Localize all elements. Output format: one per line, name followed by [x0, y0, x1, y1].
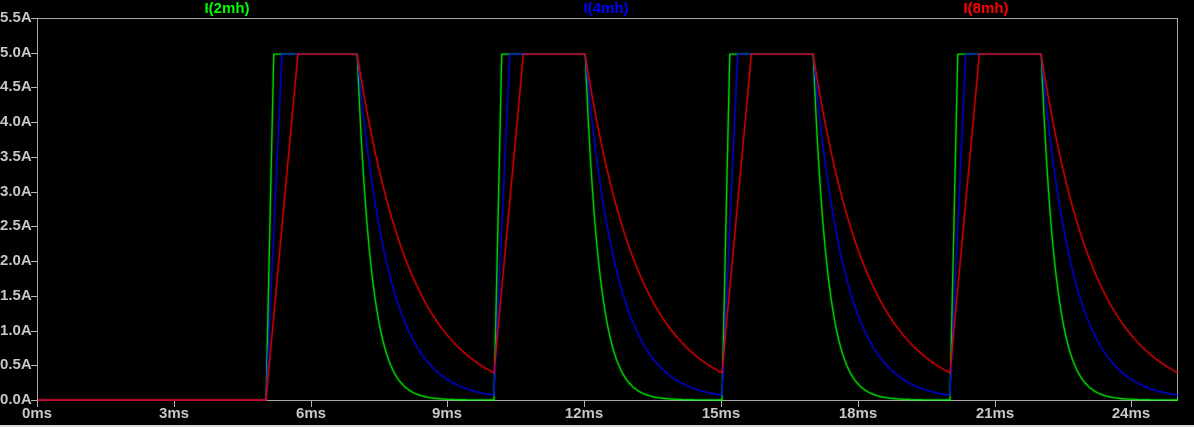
y-axis-tick [31, 331, 37, 332]
x-axis-label: 3ms [158, 405, 190, 422]
y-axis-tick [31, 296, 37, 297]
y-axis-tick [31, 122, 37, 123]
y-axis-label: 2.0A [0, 252, 32, 269]
y-axis-label: 3.5A [0, 148, 32, 165]
x-axis-label: 9ms [431, 405, 463, 422]
x-axis-label: 15ms [701, 405, 741, 422]
x-axis-tick [37, 401, 38, 407]
x-axis-label: 0ms [21, 405, 53, 422]
y-axis-label: 0.5A [0, 356, 32, 373]
x-axis-label: 6ms [295, 405, 327, 422]
y-axis-tick [31, 192, 37, 193]
y-axis-label: 1.5A [0, 287, 32, 304]
y-axis-tick [31, 226, 37, 227]
y-axis-label: 3.0A [0, 183, 32, 200]
x-axis-tick [584, 401, 585, 407]
y-axis-label: 1.0A [0, 322, 32, 339]
y-axis-label: 2.5A [0, 217, 32, 234]
x-axis-tick [721, 401, 722, 407]
y-axis-label: 4.5A [0, 78, 32, 95]
y-axis-label: 0.0A [0, 391, 32, 408]
y-axis-tick [31, 365, 37, 366]
x-axis-label: 12ms [564, 405, 604, 422]
x-axis-tick [311, 401, 312, 407]
x-axis-tick [995, 401, 996, 407]
y-axis-label: 4.0A [0, 113, 32, 130]
x-axis-tick [858, 401, 859, 407]
y-axis-label: 5.0A [0, 44, 32, 61]
y-axis-tick [31, 18, 37, 19]
trace-label-i8mh[interactable]: I(8mh) [963, 0, 1009, 17]
x-axis-label: 21ms [975, 405, 1015, 422]
window-bottom-edge [0, 425, 1194, 427]
y-axis-tick [31, 53, 37, 54]
x-axis-label: 24ms [1111, 405, 1151, 422]
trace-label-i4mh[interactable]: I(4mh) [583, 0, 629, 17]
x-axis-tick [447, 401, 448, 407]
y-axis-tick [31, 400, 37, 401]
y-axis-label: 5.5A [0, 9, 32, 26]
trace-label-i2mh[interactable]: I(2mh) [204, 0, 250, 17]
y-axis-tick [31, 157, 37, 158]
y-axis-tick [31, 87, 37, 88]
x-axis-label: 18ms [838, 405, 878, 422]
x-axis-tick [1131, 401, 1132, 407]
y-axis-tick [31, 261, 37, 262]
waveform-canvas[interactable] [38, 19, 1178, 401]
x-axis-tick [174, 401, 175, 407]
